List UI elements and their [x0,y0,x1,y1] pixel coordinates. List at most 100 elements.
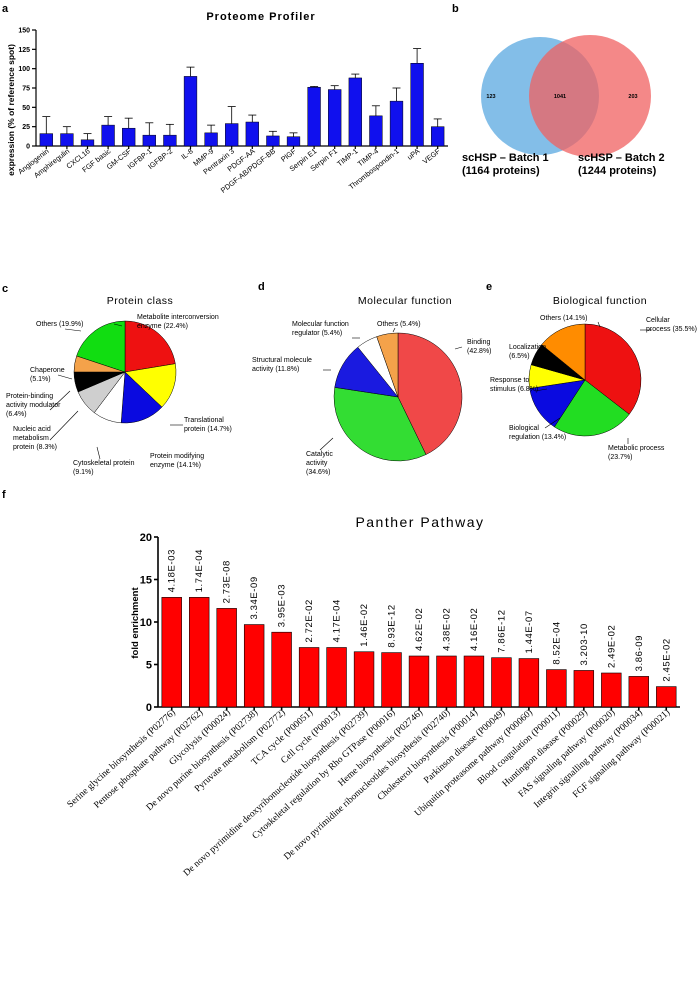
panel-letter-c: c [2,283,8,295]
chart-a-category-label: uPA [405,146,421,161]
chart-f-bar [271,631,292,708]
proteome-profiler-chart: Proteome Profiler expression (% of refer… [6,11,448,195]
chart-a-category-label: VEGF [421,146,443,166]
chart-f-y-tick-label: 10 [140,617,152,629]
chart-a-y-tick-label: 25 [22,124,30,131]
chart-a-bar [389,100,404,147]
pie-d-slice-0 [397,332,463,455]
chart-f-pvalue-label: 4.16E-02 [469,608,480,651]
venn-overlap-count: 1041 [554,94,566,100]
molecular-function-pie: Molecular function Molecular function reg… [252,295,492,476]
pie-e-label-others: Others (14.1%) [540,315,587,322]
chart-f-pvalue-label: 7.86E-12 [496,609,507,652]
pie-e-label-response: Response to stimulus (6.8%) [490,377,538,393]
pie-d-label-catalytic: Catalytic activity (34.6%) [306,451,333,476]
chart-a-bar [101,124,115,147]
chart-f-bar [381,652,402,708]
chart-f-bar [518,658,540,708]
chart-f-y-tick-label: 20 [140,532,152,544]
chart-a-bar [431,126,445,147]
pie-c-label-protein-modifying: Protein modifying enzyme (14.1%) [150,453,204,469]
chart-a-bar [80,139,95,147]
chart-f-pvalue-label: 1.74E-04 [194,549,205,592]
pie-d-slice-4 [376,332,399,398]
chart-f-bar [491,657,512,708]
chart-a-title: Proteome Profiler [206,11,315,23]
chart-f-pvalue-label: 4.18E-03 [167,549,178,592]
chart-f-pvalue-label: 3.86-09 [634,635,645,671]
chart-a-y-tick-label: 150 [18,27,30,34]
chart-a-bar [142,134,156,147]
chart-f-pvalue-label: 4.38E-02 [441,608,452,651]
chart-a-y-tick-label: 0 [26,143,30,150]
chart-f-y-tick-label: 15 [140,574,152,586]
pie-d-label-others: Others (5.4%) [377,321,421,328]
chart-f-bar [243,624,265,708]
chart-a-bar [204,132,218,147]
pie-e-slice-1 [554,379,630,437]
chart-a-bar [60,133,74,147]
panel-letter-f: f [2,489,6,501]
chart-f-bar [353,651,375,708]
pie-c-title: Protein class [107,295,174,307]
chart-f-y-tick-label: 0 [146,702,152,714]
pie-e-label-biological-regulation: Biological regulation (13.4%) [509,425,566,441]
pie-d-label-mf-regulator: Molecular function regulator (5.4%) [292,321,349,337]
chart-f-bar [161,597,182,708]
venn-set-2-name: scHSP – Batch 2 [578,152,665,164]
chart-f-bar [436,655,457,708]
venn-set-2-circle [529,35,651,157]
chart-f-bar [628,676,649,708]
chart-a-bar [225,123,239,147]
chart-f-bar [463,655,485,708]
chart-f-pvalue-label: 3.95E-03 [277,584,288,627]
chart-a-bar [245,121,259,147]
chart-f-pvalue-label: 1.44E-07 [524,610,535,653]
pie-c-slice-7 [76,320,126,373]
chart-a-bar [348,77,362,147]
chart-f-pvalue-label: 1.46E-02 [359,603,370,646]
chart-a-bar [122,127,136,147]
chart-a-bar [286,136,301,147]
chart-f-pvalue-label: 2.72E-02 [304,599,315,642]
pie-e-title: Biological function [553,295,647,307]
chart-a-bar [39,133,53,147]
chart-a-bar [328,89,342,147]
pie-d-label-binding: Binding (42.8%) [467,339,492,355]
venn-set-2-subtitle: (1244 proteins) [578,165,657,177]
chart-f-category-label: Cholesterol biosynthesis (P00014) [375,707,480,803]
chart-a-bar [410,63,424,147]
chart-f-pvalue-label: 2.73E-08 [222,560,233,603]
chart-a-y-tick-label: 50 [22,105,30,112]
chart-f-bar [601,672,622,708]
pie-d-title: Molecular function [358,295,452,307]
chart-f-ylabel: fold enrichment [130,587,141,659]
chart-f-bar [546,669,567,708]
chart-f-pvalue-label: 8.93E-12 [387,604,398,647]
venn-set-2-only-count: 203 [628,94,637,100]
pie-e-slice-0 [584,323,642,415]
pie-d-label-structural: Structural molecule activity (11.8%) [252,357,312,373]
chart-f-pvalue-label: 4.62E-02 [414,608,425,651]
chart-f-pvalue-label: 2.49E-02 [606,625,617,668]
panel-letter-a: a [2,3,9,15]
pie-c-slice-0 [124,320,176,373]
chart-a-bar [307,86,321,147]
panel-letter-d: d [258,281,265,293]
pie-c-label-translational: Translational protein (14.7%) [184,417,232,433]
chart-a-y-tick-label: 75 [22,85,30,92]
chart-f-title: Panther Pathway [355,514,484,530]
pie-c-label-protein-binding: Protein-binding activity modulator (6.4%) [6,393,61,418]
protein-class-pie: Protein class Metabolite interconversion… [6,295,232,476]
chart-a-bar [266,135,280,147]
pie-d-slice-1 [333,387,427,462]
venn-set-1-subtitle: (1164 proteins) [462,165,540,177]
chart-f-pvalue-label: 3.203-10 [579,623,590,665]
chart-f-bar [408,655,430,708]
chart-a-ylabel: expression (% of reference spot) [6,44,16,176]
panel-letter-e: e [486,281,492,293]
chart-f-bar [216,608,237,708]
pie-c-label-cytoskeletal: Cytoskeletal protein (9.1%) [73,460,135,476]
chart-f-pvalue-label: 8.52E-04 [551,621,562,664]
